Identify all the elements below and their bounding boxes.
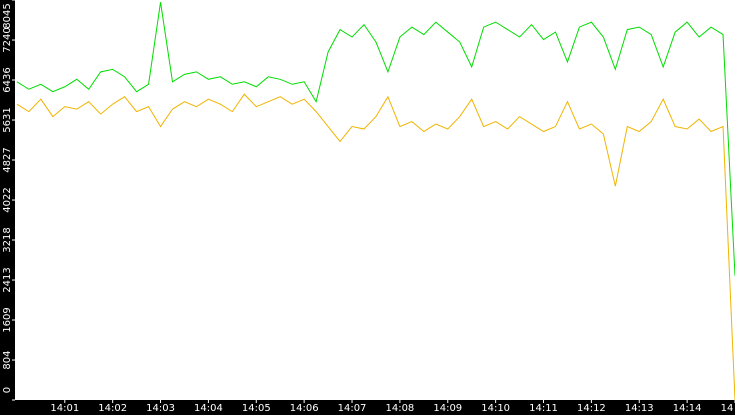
x-tick-label: 14:10 <box>481 403 510 414</box>
x-tick-label: 14:07 <box>338 403 367 414</box>
x-tick-label: 14:01 <box>50 403 79 414</box>
y-tick-label: 4827 <box>2 147 13 172</box>
x-tick-label: 14:06 <box>290 403 319 414</box>
x-tick-label: 14:02 <box>98 403 127 414</box>
x-tick-label: 14:11 <box>529 403 558 414</box>
x-tick-label: 14:08 <box>385 403 414 414</box>
x-tick-label: 14:05 <box>242 403 271 414</box>
plot-area <box>15 0 735 400</box>
y-tick-label: 0 <box>2 387 13 393</box>
y-tick-label: 3218 <box>2 227 13 252</box>
x-tick-label: 14:04 <box>194 403 223 414</box>
y-tick-label: 1609 <box>2 307 13 332</box>
x-tick-label: 14:14 <box>673 403 702 414</box>
x-tick-label: 14:12 <box>577 403 606 414</box>
series-line <box>16 93 735 401</box>
x-tick-label: 14:09 <box>433 403 462 414</box>
x-tick-label: 14 <box>721 403 734 414</box>
y-tick-label: 7240 <box>2 27 13 52</box>
y-tick-label: 4022 <box>2 187 13 212</box>
x-tick-label: 14:13 <box>625 403 654 414</box>
y-tick-label: 804 <box>2 350 13 369</box>
series-line <box>16 2 735 276</box>
y-tick-label: 6436 <box>2 67 13 92</box>
y-tick-label: 2413 <box>2 267 13 292</box>
y-tick-label: 8045 <box>2 3 13 28</box>
y-tick-label: 5631 <box>2 107 13 132</box>
x-tick-label: 14:03 <box>146 403 175 414</box>
